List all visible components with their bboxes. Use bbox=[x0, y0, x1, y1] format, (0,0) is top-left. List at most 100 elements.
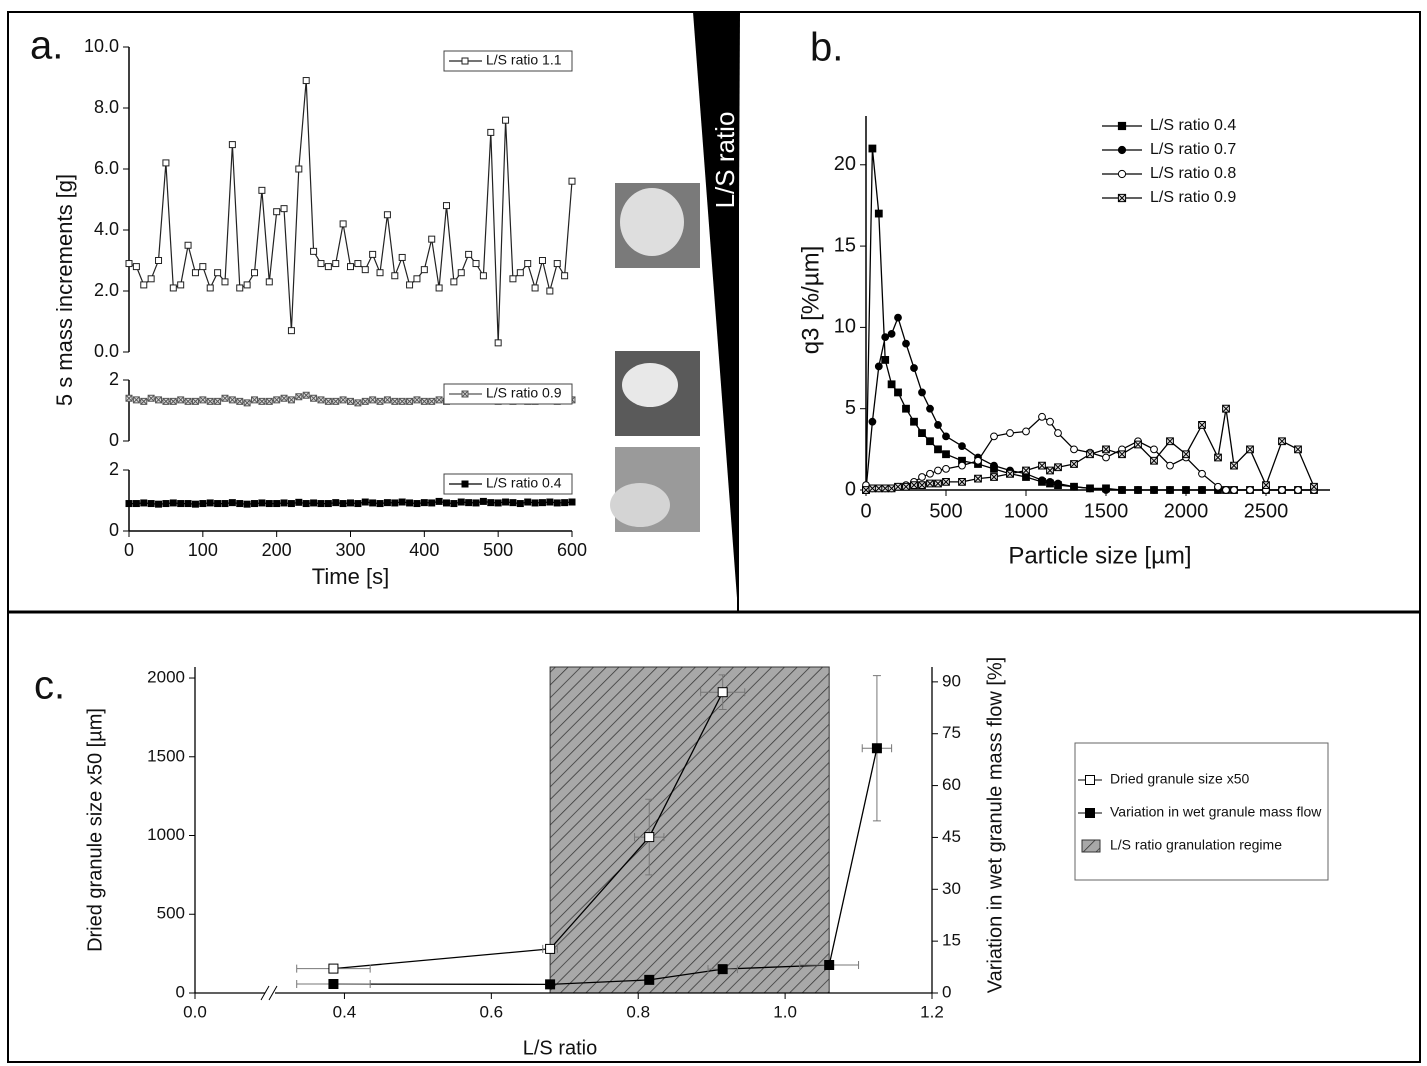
x-tick-label: 300 bbox=[335, 540, 365, 560]
marker bbox=[568, 498, 576, 506]
marker bbox=[894, 313, 902, 322]
marker bbox=[934, 466, 942, 475]
marker bbox=[383, 396, 391, 404]
marker bbox=[302, 391, 310, 399]
marker bbox=[420, 397, 428, 405]
legend-label: L/S ratio 0.4 bbox=[486, 475, 562, 491]
marker bbox=[487, 128, 495, 136]
marker bbox=[862, 486, 870, 494]
marker bbox=[465, 499, 473, 507]
marker bbox=[332, 260, 340, 268]
marker bbox=[398, 397, 406, 405]
marker bbox=[1198, 421, 1206, 429]
y-tick-label: 2 bbox=[109, 369, 119, 389]
y-tick-label: 20 bbox=[834, 153, 856, 175]
y-tick-label: 0 bbox=[109, 520, 119, 540]
marker bbox=[125, 394, 133, 402]
y-axis-title: Dried granule size x50 [µm] bbox=[84, 708, 106, 952]
marker bbox=[413, 396, 421, 404]
marker bbox=[191, 397, 199, 405]
marker bbox=[155, 257, 163, 264]
marker bbox=[317, 260, 325, 268]
y-tick-label: 5 bbox=[845, 397, 856, 419]
marker bbox=[524, 260, 532, 268]
marker bbox=[147, 394, 155, 402]
y-tick-label: 10 bbox=[834, 316, 856, 338]
marker bbox=[894, 482, 902, 491]
marker bbox=[236, 284, 244, 292]
marker bbox=[162, 500, 170, 508]
marker bbox=[1102, 486, 1110, 494]
legend-label: Dried granule size x50 bbox=[1110, 771, 1250, 787]
marker bbox=[413, 275, 421, 283]
marker bbox=[406, 499, 414, 507]
marker bbox=[243, 281, 251, 289]
marker bbox=[1070, 482, 1078, 491]
marker bbox=[184, 397, 192, 405]
marker bbox=[169, 284, 177, 292]
legend-label: L/S ratio 0.7 bbox=[1150, 141, 1236, 158]
y-tick-label: 2000 bbox=[147, 668, 185, 687]
marker bbox=[273, 500, 281, 508]
marker bbox=[177, 281, 185, 289]
legend-label: L/S ratio 0.8 bbox=[1150, 165, 1236, 182]
marker bbox=[317, 396, 325, 404]
marker bbox=[347, 263, 354, 271]
marker bbox=[457, 498, 465, 506]
marker bbox=[162, 159, 170, 167]
marker bbox=[369, 396, 377, 404]
legend-marker bbox=[461, 57, 469, 65]
y-tick-label: 15 bbox=[834, 234, 856, 256]
marker bbox=[926, 469, 934, 478]
marker bbox=[934, 479, 942, 488]
x-tick-label: 1000 bbox=[1004, 500, 1049, 522]
marker bbox=[376, 500, 384, 508]
marker bbox=[1214, 482, 1222, 491]
marker bbox=[243, 399, 251, 407]
marker bbox=[561, 499, 569, 507]
marker bbox=[391, 499, 399, 507]
marker bbox=[644, 974, 655, 985]
x-tick-label: 0.4 bbox=[333, 1002, 357, 1021]
y-tick-label: 0 bbox=[109, 430, 119, 450]
marker bbox=[1102, 445, 1110, 454]
marker bbox=[428, 235, 436, 243]
marker bbox=[435, 284, 443, 292]
marker bbox=[376, 397, 384, 405]
x-tick-label: 1.0 bbox=[773, 1002, 797, 1021]
marker bbox=[974, 474, 982, 483]
y-tick-label: 2 bbox=[109, 459, 119, 479]
marker bbox=[295, 165, 303, 173]
marker bbox=[1046, 417, 1054, 426]
marker bbox=[369, 250, 377, 258]
marker bbox=[177, 396, 185, 404]
y2-tick-label: 30 bbox=[942, 879, 961, 898]
marker bbox=[361, 498, 369, 506]
marker bbox=[199, 500, 207, 508]
marker bbox=[1054, 429, 1062, 437]
marker bbox=[926, 437, 934, 446]
marker bbox=[902, 404, 910, 413]
marker bbox=[169, 499, 177, 507]
marker bbox=[191, 500, 199, 508]
legend-marker bbox=[1117, 169, 1127, 179]
y-tick-label: 0.0 bbox=[94, 341, 119, 361]
marker bbox=[1198, 469, 1206, 478]
marker bbox=[328, 963, 339, 974]
marker bbox=[538, 499, 546, 507]
marker bbox=[206, 499, 214, 507]
x-tick-label: 0 bbox=[124, 540, 134, 560]
marker bbox=[538, 257, 546, 264]
marker bbox=[228, 396, 236, 404]
y-tick-label: 500 bbox=[157, 904, 185, 923]
marker bbox=[887, 380, 896, 389]
marker bbox=[214, 269, 222, 277]
marker bbox=[1166, 461, 1174, 470]
marker bbox=[199, 263, 207, 271]
legend-box bbox=[443, 50, 573, 72]
marker bbox=[265, 278, 273, 286]
y2-tick-label: 0 bbox=[942, 982, 951, 1001]
marker bbox=[265, 500, 273, 508]
marker bbox=[918, 481, 926, 490]
marker bbox=[1038, 476, 1046, 485]
